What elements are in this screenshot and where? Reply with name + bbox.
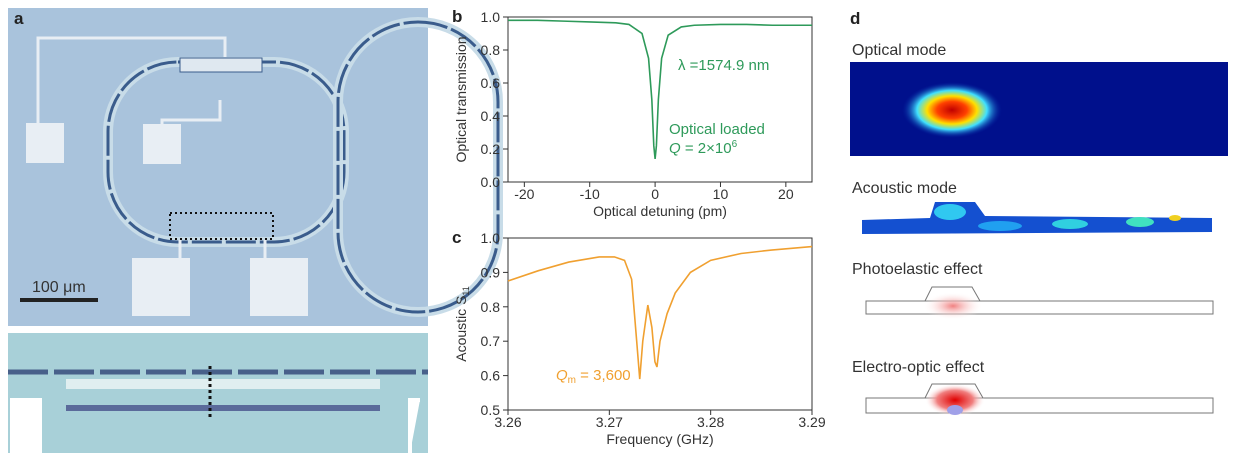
data-line [507,245,813,380]
y-axis-label-sub: 11 [461,286,471,295]
annotation-part: 6 [732,139,738,150]
annotation-part: Q [669,140,681,157]
simulation-label: Optical mode [852,42,946,59]
x-tick-label: 0 [651,186,659,202]
panel-label: d [850,9,860,28]
annotation-part: Optical loaded [669,121,765,138]
y-tick-label: 1.0 [481,230,501,246]
y-tick-label: 0.7 [481,333,501,349]
panel-label: a [14,9,24,28]
annotation-part: λ =1574.9 nm [678,57,769,74]
x-tick-label: -10 [580,186,600,202]
y-axis-label-text: Acoustic S [453,296,469,362]
simulation-image [865,383,1214,416]
x-tick-label: -20 [514,186,534,202]
y-tick-label: 0.5 [481,402,501,418]
x-tick-label: 3.29 [798,414,825,430]
simulation-image [865,286,1214,320]
scale-bar-label: 100 μm [32,279,86,296]
panel-label: b [452,7,462,26]
y-axis-label: Acoustic S11 [453,286,471,361]
y-tick-label: 0.6 [481,368,501,384]
y-tick-label: 0.4 [481,108,501,124]
x-tick-label: 20 [778,186,794,202]
micrograph [8,8,503,453]
x-tick-label: 3.28 [697,414,724,430]
y-tick-label: 0.0 [481,174,501,190]
panel-label: c [452,228,461,247]
simulation-label: Photoelastic effect [852,261,983,278]
y-tick-label: 0.6 [481,75,501,91]
simulation-image [862,202,1212,234]
y-tick-label: 0.2 [481,141,501,157]
y-tick-label: 0.9 [481,264,501,280]
mode-field [902,82,1002,138]
annotation: Qm = 3,600 [556,367,631,386]
plot-frame [507,237,813,411]
x-tick-label: 3.26 [494,414,521,430]
y-axis-label-text: Optical transmission [453,36,469,162]
annotation: Optical loaded [669,121,765,138]
y-tick-label: 0.8 [481,299,501,315]
annotation-part: m [568,375,576,386]
y-tick-label: 0.8 [481,42,501,58]
annotation-part: = 3,600 [576,367,631,384]
plot-frame [507,16,813,183]
annotation-part: Q [556,367,568,384]
x-axis-label: Frequency (GHz) [606,431,713,447]
simulation-label: Acoustic mode [852,180,957,197]
data-line [508,19,812,159]
annotation-part: = 2×10 [681,140,732,157]
simulation-label: Electro-optic effect [852,359,985,376]
x-tick-label: 3.27 [596,414,623,430]
x-tick-label: 10 [713,186,729,202]
y-tick-label: 1.0 [481,9,501,25]
x-axis-label: Optical detuning (pm) [593,203,727,219]
annotation: Q = 2×106 [669,139,738,157]
y-axis-label: Optical transmission [453,36,469,162]
annotation: λ =1574.9 nm [678,57,769,74]
